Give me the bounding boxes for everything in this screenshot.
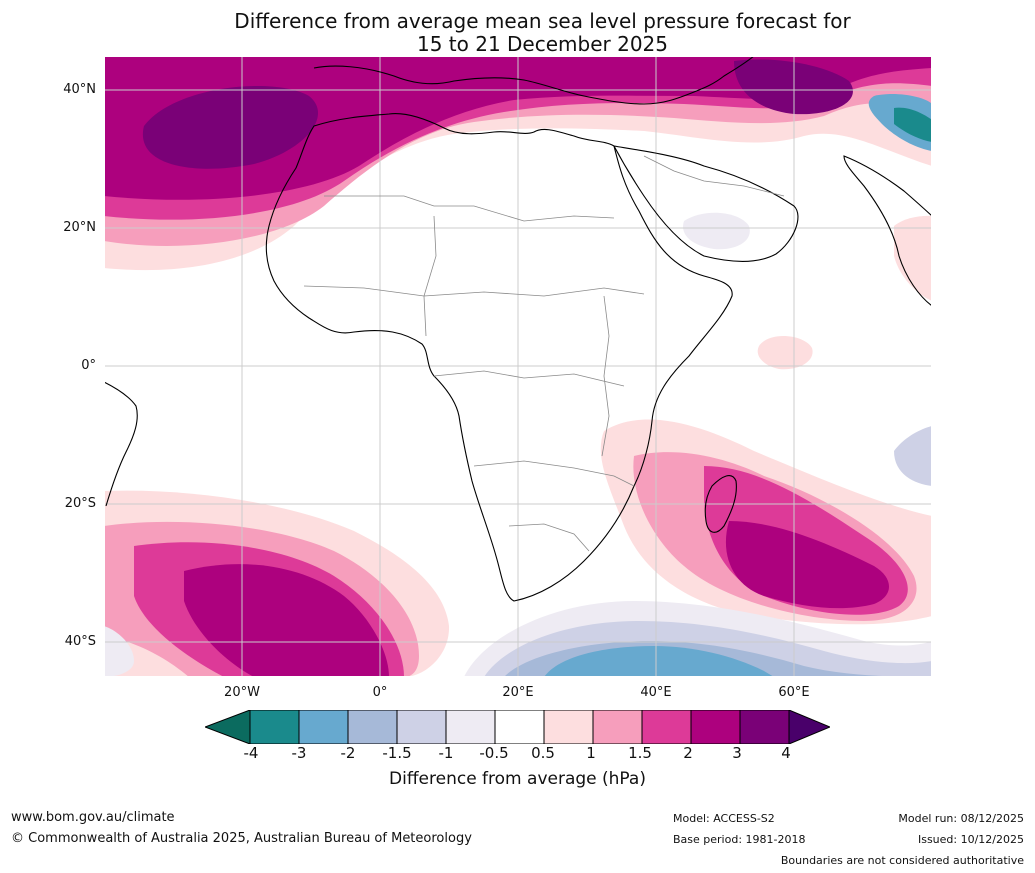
border-southern-africa (473, 460, 635, 487)
graticule (104, 56, 932, 677)
colorbar-tick-minus-0-5: -0.5 (479, 744, 509, 762)
colorbar-segment-7 (543, 710, 594, 744)
title-line-1: Difference from average mean sea level p… (234, 9, 851, 33)
colorbar (205, 710, 830, 744)
colorbar-segment-5 (445, 710, 496, 744)
longitude-label-60e: 60°E (778, 685, 810, 700)
west-indian-ocean-negative-patch (104, 626, 134, 677)
south-indian-positive-anomaly-4 (725, 521, 889, 609)
latitude-label-20s: 20°S (64, 496, 96, 511)
title-line-2: 15 to 21 December 2025 (416, 32, 668, 56)
south-atlantic-positive-anomaly-4 (184, 564, 389, 677)
central-asia-negative-core (894, 107, 932, 142)
map-frame (104, 56, 932, 677)
colorbar-title: Difference from average (hPa) (389, 769, 646, 789)
southern-ocean-negative-anomaly-4 (544, 646, 774, 677)
colorbar-segment-9 (641, 710, 692, 744)
border-east-africa (601, 295, 610, 457)
footer-disclaimer: Boundaries are not considered authoritat… (780, 854, 1024, 867)
border-central-africa (433, 370, 625, 387)
sahara-negative-patch (683, 212, 750, 250)
colorbar-segment-1 (249, 710, 300, 744)
coastlines (104, 56, 932, 602)
colorbar-segment-min (205, 710, 251, 744)
footer-model-run: Model run: 08/12/2025 (898, 812, 1024, 825)
colorbar-segment-max (788, 710, 830, 744)
north-positive-anomaly-core-atlantic (142, 86, 318, 169)
country-borders (303, 155, 785, 552)
border-sahel (303, 285, 645, 297)
footer-copyright: © Commonwealth of Australia 2025, Austra… (11, 831, 472, 846)
latitude-label-20n: 20°N (63, 220, 96, 235)
pressure-anomaly-map (104, 56, 932, 677)
latitude-label-0: 0° (81, 358, 96, 373)
colorbar-segment-8 (592, 710, 643, 744)
longitude-label-0: 0° (372, 685, 388, 700)
latitude-label-40s: 40°S (64, 634, 96, 649)
colorbar-segment-11 (739, 710, 790, 744)
equatorial-indian-positive-patch (757, 336, 813, 370)
anomaly-shading (104, 56, 932, 677)
border-middle-east (643, 155, 785, 197)
footer-issued: Issued: 10/12/2025 (917, 833, 1024, 846)
longitude-label-40e: 40°E (640, 685, 672, 700)
north-positive-anomaly-core-east (734, 59, 853, 115)
colorbar-tick-minus-1-5: -1.5 (382, 744, 412, 762)
arabia-coastline (612, 145, 799, 262)
east-indian-negative-patch (894, 426, 932, 486)
colorbar-tick-4: 4 (781, 744, 791, 762)
colorbar-tick-minus-1: -1 (438, 744, 454, 762)
chart-title: Difference from average mean sea level p… (120, 10, 965, 56)
colorbar-tick-0-5: 0.5 (531, 744, 555, 762)
footer-base-period: Base period: 1981-2018 (673, 833, 806, 846)
colorbar-segment-4 (396, 710, 447, 744)
colorbar-tick-2: 2 (683, 744, 693, 762)
colorbar-tick-minus-2: -2 (340, 744, 356, 762)
border-west-africa (423, 215, 437, 337)
colorbar-segment-2 (298, 710, 349, 744)
colorbar-tick-3: 3 (732, 744, 742, 762)
madagascar-coastline (704, 475, 737, 533)
footer-model: Model: ACCESS-S2 (673, 812, 775, 825)
latitude-label-40n: 40°N (63, 82, 96, 97)
north-positive-anomaly-4 (104, 56, 932, 200)
border-north-africa (324, 195, 615, 222)
colorbar-tick-1: 1 (586, 744, 596, 762)
colorbar-segment-10 (690, 710, 741, 744)
colorbar-tick-minus-3: -3 (291, 744, 307, 762)
colorbar-tick-minus-4: -4 (243, 744, 259, 762)
border-south-africa (508, 523, 590, 552)
colorbar-tick-1-5: 1.5 (628, 744, 652, 762)
india-coastline (843, 155, 932, 307)
map-svg (104, 56, 932, 677)
colorbar-segment-6 (494, 710, 545, 744)
europe-coastline (313, 56, 755, 105)
india-positive-patch (894, 215, 932, 301)
longitude-label-20w: 20°W (224, 685, 260, 700)
footer-website: www.bom.gov.au/climate (11, 810, 175, 825)
africa-coastline (265, 113, 733, 602)
longitude-label-20e: 20°E (502, 685, 534, 700)
south-america-coastline (104, 381, 138, 507)
colorbar-segment-3 (347, 710, 398, 744)
